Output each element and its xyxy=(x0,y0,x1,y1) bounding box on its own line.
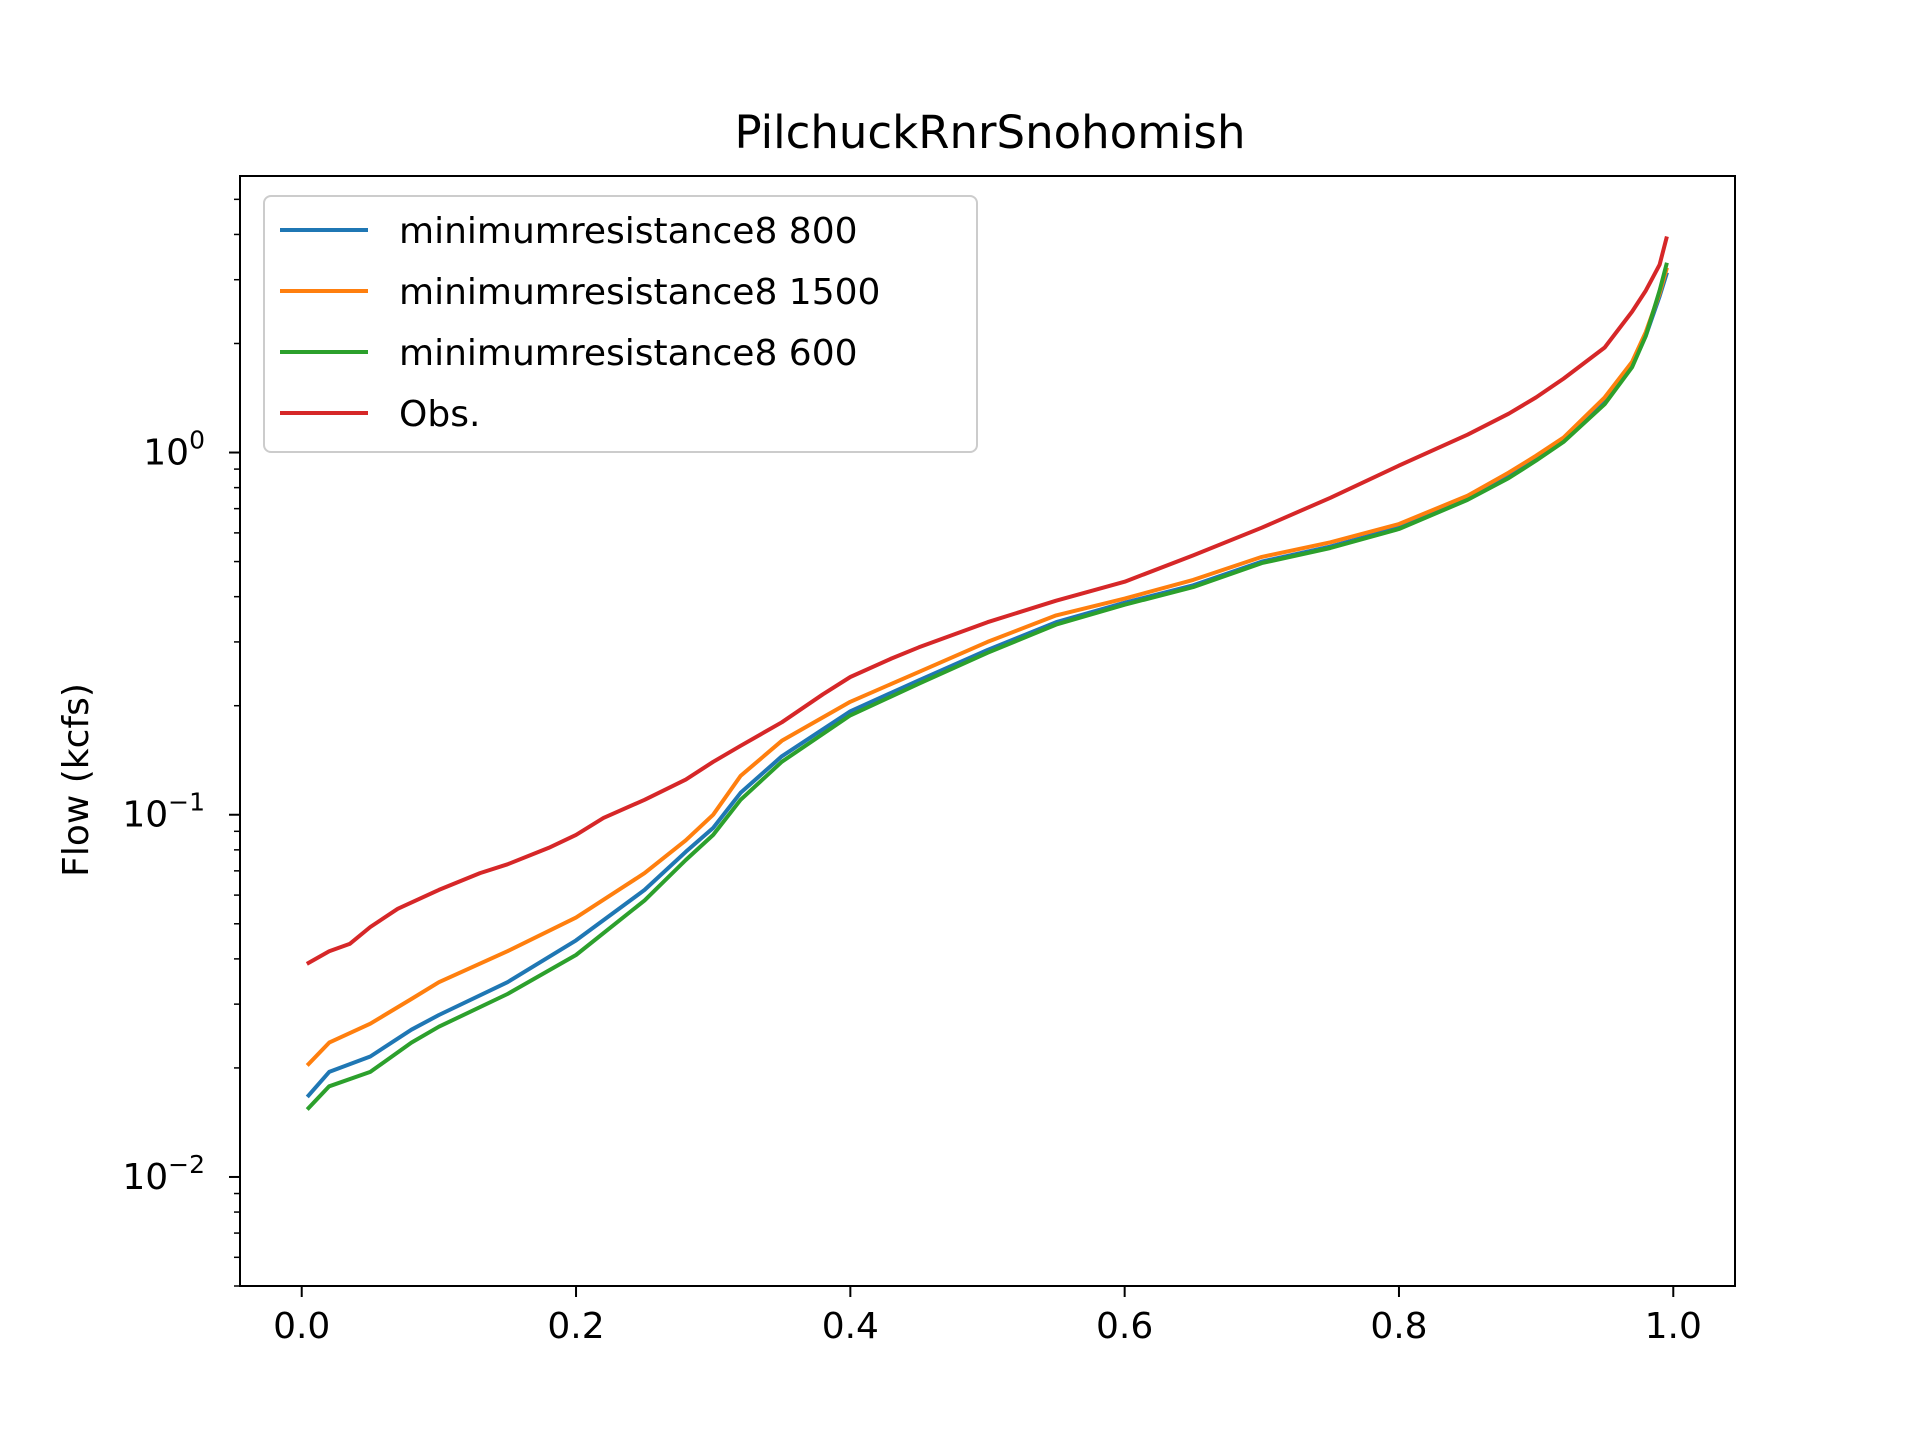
x-tick-label: 0.4 xyxy=(822,1306,879,1347)
x-tick-label: 0.0 xyxy=(273,1306,330,1347)
series-line-3 xyxy=(305,262,1669,1111)
axis-ticks: 0.0 0.2 0.4 0.6 0.8 1.0 10−2 10−1 100 xyxy=(122,198,1702,1347)
y-tick-label: 100 xyxy=(143,426,205,474)
x-tick-label: 1.0 xyxy=(1645,1306,1702,1347)
chart-title: PilchuckRnrSnohomish xyxy=(735,106,1246,159)
plot-frame xyxy=(239,175,1736,1287)
x-tick-label: 0.6 xyxy=(1096,1306,1153,1347)
legend-label-3: minimumresistance8 600 xyxy=(399,333,858,374)
y-tick-label: 10−1 xyxy=(122,788,205,836)
legend-label-4: Obs. xyxy=(399,394,480,435)
series-layer xyxy=(305,235,1669,1111)
x-tick-label: 0.8 xyxy=(1370,1306,1427,1347)
x-tick-label: 0.2 xyxy=(547,1306,604,1347)
y-axis-label: Flow (kcfs) xyxy=(56,683,97,877)
series-line-4 xyxy=(305,235,1669,966)
legend: minimumresistance8 800 minimumresistance8… xyxy=(263,195,978,453)
legend-label-2: minimumresistance8 1500 xyxy=(399,272,880,313)
y-tick-label: 10−2 xyxy=(122,1150,205,1198)
series-line-2 xyxy=(305,267,1669,1067)
legend-box xyxy=(263,195,978,453)
legend-label-1: minimumresistance8 800 xyxy=(399,211,858,252)
